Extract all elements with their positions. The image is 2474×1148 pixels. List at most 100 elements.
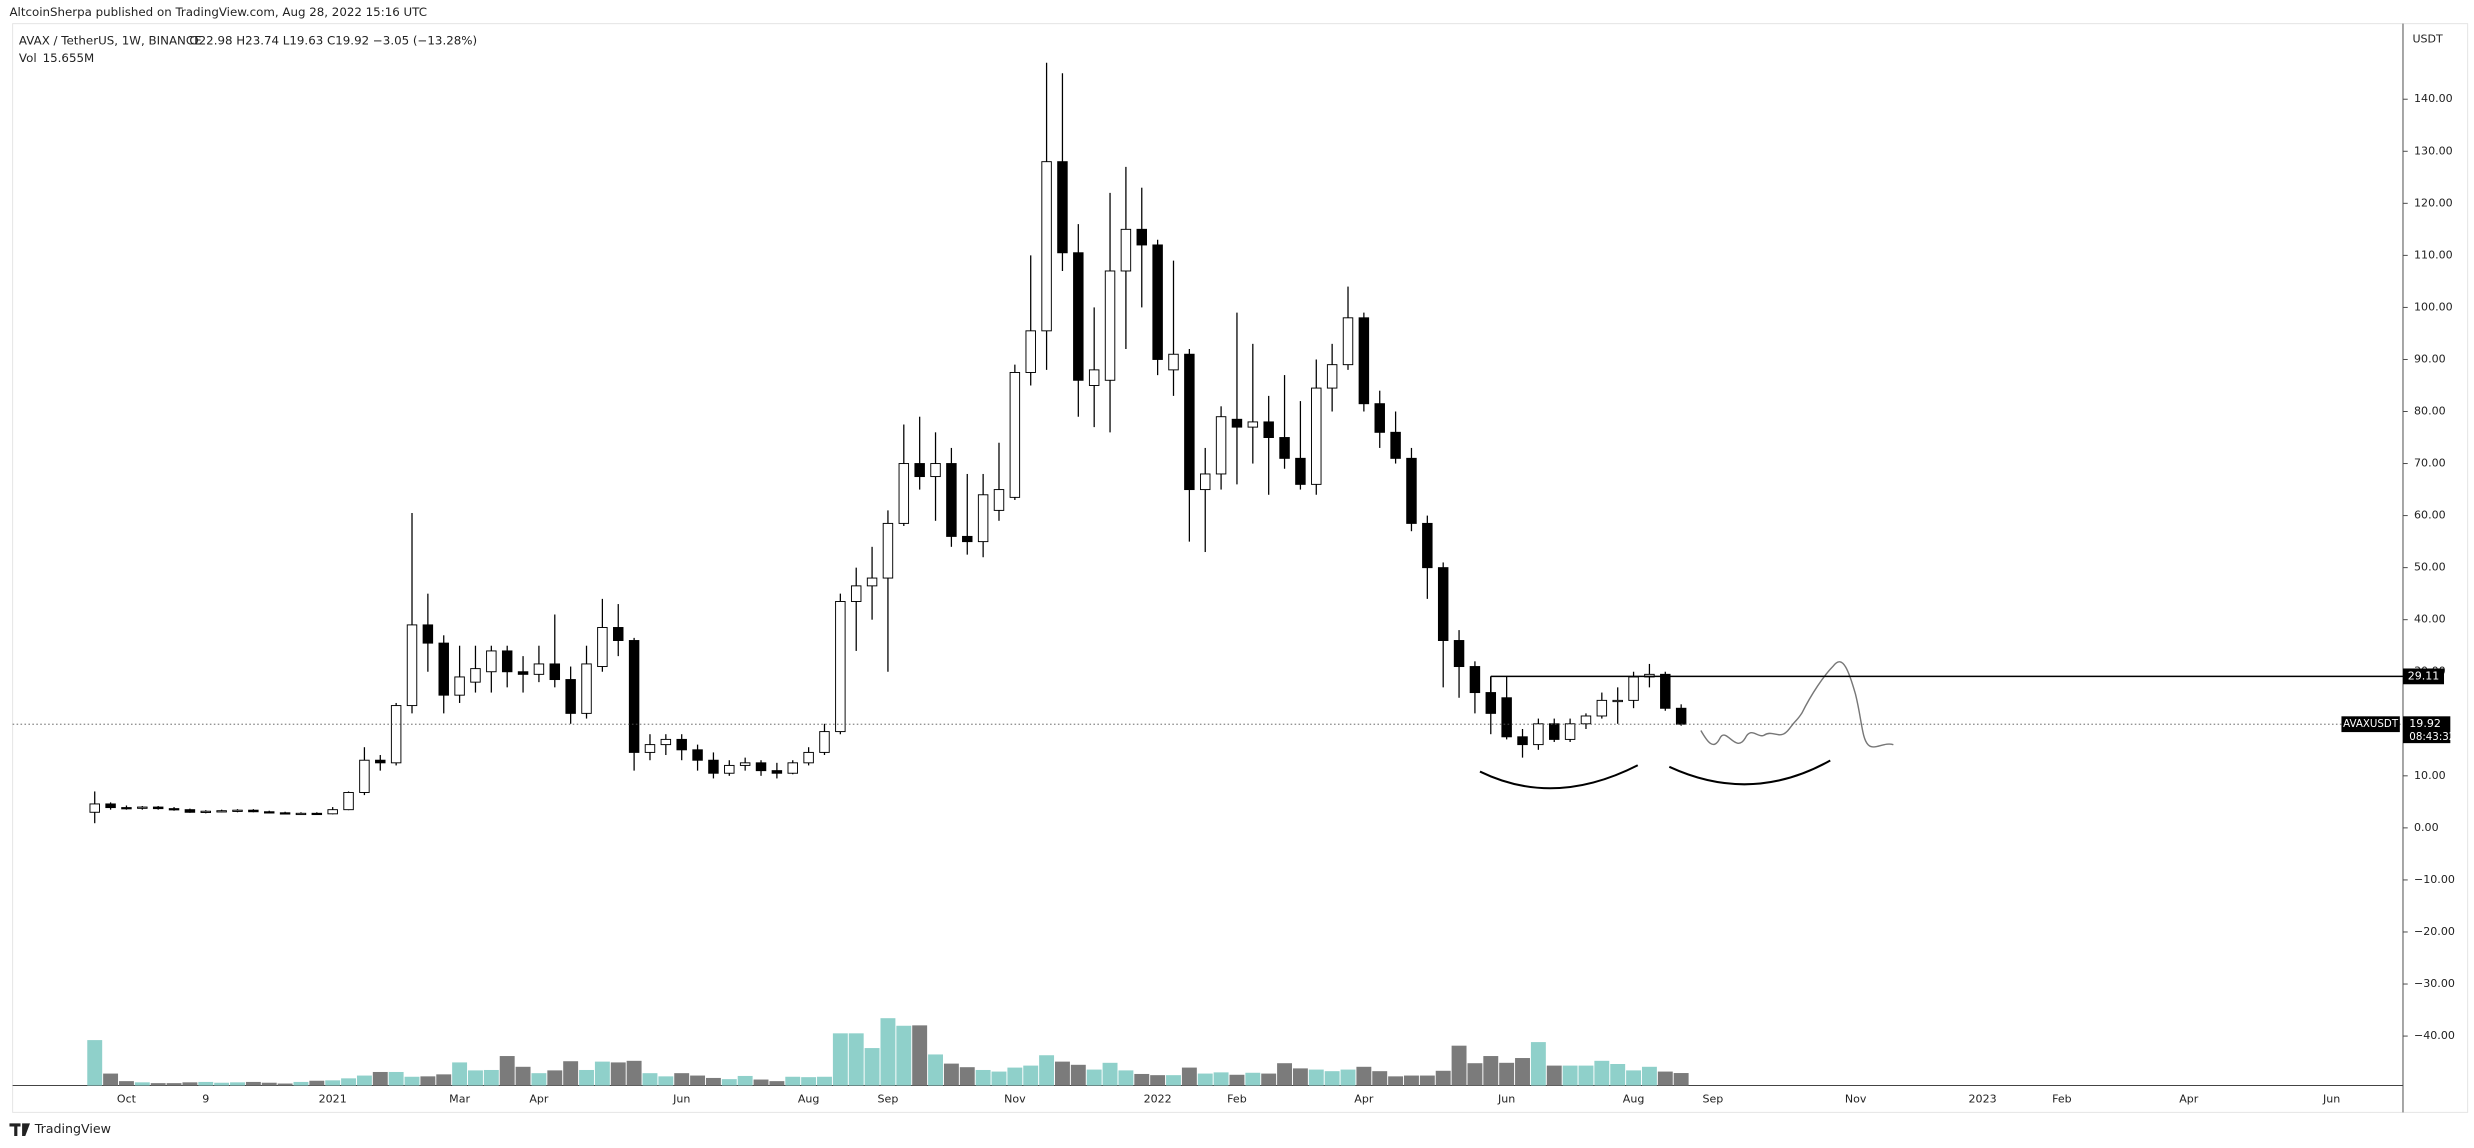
candle-body <box>1342 317 1354 366</box>
volume-bar <box>277 1083 293 1086</box>
volume-bar <box>1181 1067 1197 1086</box>
candle-body <box>1437 567 1449 641</box>
candle-body <box>977 494 989 543</box>
candle-body <box>1469 666 1481 694</box>
candle-body <box>676 738 687 751</box>
volume-bar <box>1372 1071 1388 1086</box>
volume-bar <box>721 1079 737 1086</box>
volume-bar <box>1562 1065 1578 1086</box>
y-tick-label: 110.00 <box>2414 248 2453 261</box>
candle-body <box>1057 161 1068 254</box>
candle-body <box>549 663 561 681</box>
x-tick-label: Apr <box>529 1093 549 1106</box>
y-tick-label: 0.00 <box>2414 821 2439 834</box>
volume-bar <box>1340 1069 1356 1086</box>
candle-body <box>930 463 941 478</box>
candle-body <box>1247 421 1259 428</box>
resistance-label: 29.11 <box>2408 669 2440 682</box>
volume-bar <box>150 1083 166 1086</box>
volume-bar <box>499 1056 515 1086</box>
volume-bar <box>1166 1075 1181 1086</box>
volume-bar <box>991 1071 1007 1086</box>
candle-body <box>1422 522 1433 569</box>
candle-body <box>1675 707 1687 725</box>
candle-body <box>946 463 957 537</box>
candle-body <box>1485 692 1497 714</box>
x-tick-label: Apr <box>2179 1093 2199 1106</box>
candle-body <box>1517 736 1528 746</box>
volume-bar <box>1054 1061 1070 1086</box>
x-tick-label: Nov <box>1004 1093 1026 1106</box>
volume-bar <box>134 1082 150 1086</box>
volume-bar <box>943 1063 959 1086</box>
volume-bar <box>341 1078 357 1086</box>
candle-body <box>311 812 323 816</box>
volume-bar <box>1102 1062 1118 1086</box>
candle-body <box>1041 161 1052 332</box>
volume-bar <box>1419 1075 1435 1086</box>
volume-bar <box>483 1069 499 1086</box>
candle-body <box>1215 416 1227 475</box>
drawn-path <box>1700 661 1894 748</box>
volume-bar <box>515 1066 531 1086</box>
brand: TradingView <box>34 1121 111 1136</box>
x-tick-label: Apr <box>1354 1093 1374 1106</box>
volume-bar <box>182 1082 198 1086</box>
candle-body <box>660 738 672 746</box>
candle-body <box>724 764 735 774</box>
x-tick-label: Jun <box>672 1093 690 1106</box>
candle-body <box>787 762 798 774</box>
volume-bar <box>610 1062 626 1086</box>
volume-bar <box>87 1040 103 1086</box>
y-tick-label: 60.00 <box>2414 509 2446 522</box>
y-tick-label: 70.00 <box>2414 457 2446 470</box>
candle-body <box>1406 457 1417 524</box>
volume-bar <box>1118 1070 1134 1086</box>
candle-body <box>1104 270 1116 381</box>
volume-bar <box>817 1076 832 1086</box>
volume-bar <box>1451 1045 1467 1086</box>
candle-body <box>1533 723 1544 746</box>
volume-bar <box>864 1048 880 1086</box>
x-tick-label: Jun <box>2322 1093 2340 1106</box>
candle-body <box>962 535 973 543</box>
volume-bar <box>356 1075 372 1086</box>
volume-bar <box>1356 1066 1372 1086</box>
volume-bar <box>1641 1066 1657 1086</box>
candle-body <box>501 650 513 673</box>
y-tick-label: −30.00 <box>2414 977 2455 990</box>
volume-bar <box>1467 1063 1483 1086</box>
candle-body <box>1120 228 1132 272</box>
candle-body <box>1358 317 1370 405</box>
volume-bar <box>1388 1076 1404 1086</box>
symbol: AVAX / TetherUS, 1W, BINANCE <box>19 34 202 48</box>
candle-body <box>628 640 640 753</box>
candle-body <box>533 663 545 675</box>
volume-bar <box>1435 1070 1451 1086</box>
volume-bar <box>214 1082 230 1086</box>
volume-bar <box>372 1071 388 1086</box>
candle-body <box>1326 364 1338 389</box>
y-tick-label: −40.00 <box>2414 1029 2455 1042</box>
candle-body <box>692 749 703 761</box>
volume-bar <box>785 1076 801 1086</box>
drawn-arc <box>1479 764 1639 790</box>
volume-bar <box>1530 1042 1546 1086</box>
candle-body <box>850 585 862 602</box>
x-tick-label: Feb <box>2052 1093 2072 1106</box>
volume-bar <box>325 1080 341 1086</box>
candle-body <box>581 663 592 714</box>
volume-bar <box>880 1018 896 1086</box>
axis-unit: USDT <box>2412 32 2443 45</box>
volume-bar <box>1134 1073 1150 1086</box>
candle-body <box>216 810 227 813</box>
volume-bar <box>309 1080 325 1086</box>
volume-bar <box>658 1076 674 1086</box>
publisher-line: AltcoinSherpa published on TradingView.c… <box>9 5 426 19</box>
x-tick-label: Feb <box>1227 1093 1247 1106</box>
candle-body <box>1295 457 1306 485</box>
x-tick-label: 9 <box>202 1093 209 1106</box>
candle-body <box>454 676 465 696</box>
volume-bar <box>737 1075 753 1086</box>
